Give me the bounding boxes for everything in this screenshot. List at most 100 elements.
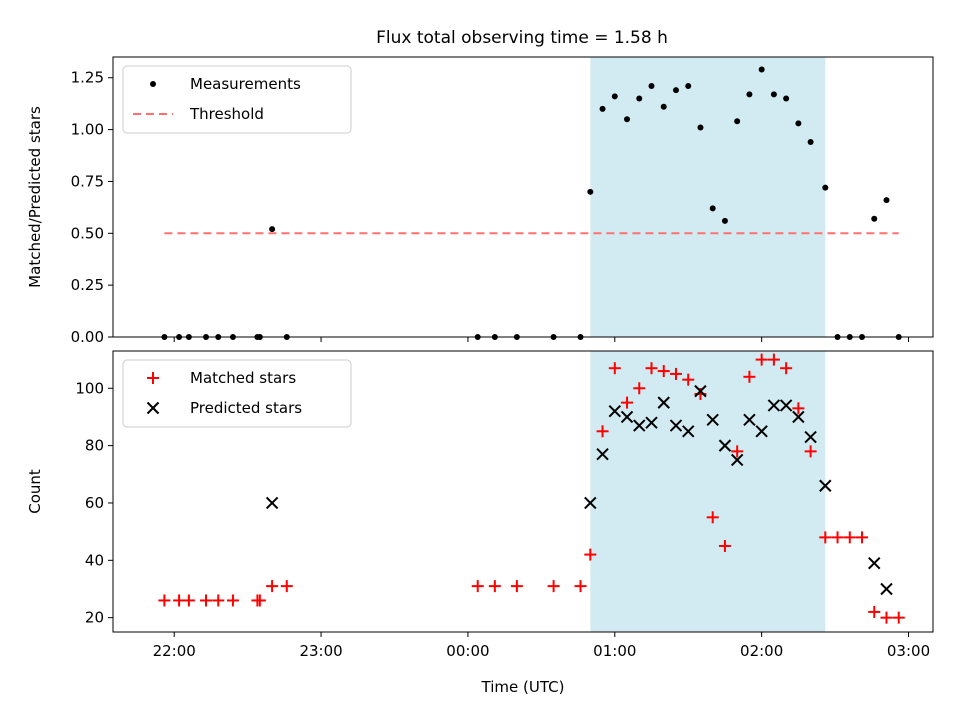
x-tick-label: 22:00 xyxy=(153,642,196,660)
legend-label: Predicted stars xyxy=(190,399,302,417)
matched-star-point xyxy=(792,402,805,415)
matched-star-point xyxy=(856,531,869,544)
top-axes-frame xyxy=(112,56,934,338)
x-tick-label: 23:00 xyxy=(299,642,342,660)
measurement-point xyxy=(587,188,594,195)
x-axis-label: Time (UTC) xyxy=(481,678,565,696)
y-tick-label: 20 xyxy=(85,609,104,627)
matched-star-point xyxy=(584,548,597,561)
y-tick-label: 80 xyxy=(85,437,104,455)
legend-label: Measurements xyxy=(190,75,301,93)
bottom-legend: Matched stars Predicted stars xyxy=(122,359,352,428)
matched-star-point xyxy=(158,594,171,607)
predicted-star-point xyxy=(706,413,719,427)
legend-matched-swatch xyxy=(147,372,159,384)
measurement-point xyxy=(648,83,655,90)
measurement-point xyxy=(746,91,753,98)
matched-star-point xyxy=(669,367,682,380)
matched-star-point xyxy=(182,594,195,607)
matched-star-point xyxy=(621,396,634,409)
predicted-star-point xyxy=(596,448,609,461)
predicted-star-point xyxy=(880,582,893,596)
matched-star-point xyxy=(200,594,213,607)
legend-label: Matched stars xyxy=(190,369,296,387)
x-tick-label: 00:00 xyxy=(446,642,489,660)
top-shaded-window xyxy=(590,57,826,337)
measurement-point xyxy=(709,205,716,212)
matched-star-point xyxy=(596,425,609,438)
matched-star-point xyxy=(657,365,670,378)
measurement-point xyxy=(783,95,790,102)
matched-star-point xyxy=(706,511,719,524)
predicted-star-point xyxy=(730,453,744,467)
matched-star-point xyxy=(743,370,756,383)
top-legend: Measurements Threshold xyxy=(122,65,352,134)
matched-star-point xyxy=(645,362,658,375)
matched-star-point xyxy=(547,580,560,593)
predicted-star-point xyxy=(633,419,646,432)
measurement-point xyxy=(822,184,829,191)
predicted-star-point xyxy=(584,496,597,510)
matched-star-point xyxy=(819,531,832,544)
predicted-star-point xyxy=(657,396,670,409)
predicted-star-point xyxy=(645,416,658,429)
y-tick-label: 100 xyxy=(75,379,104,397)
measurement-point xyxy=(672,87,679,94)
matched-star-point xyxy=(880,611,893,624)
predicted-star-point xyxy=(792,410,805,424)
measurement-point xyxy=(883,197,890,204)
matched-star-point xyxy=(780,362,793,375)
measurement-point xyxy=(721,217,728,224)
predicted-star-point xyxy=(620,410,634,424)
chart-title: Flux total observing time = 1.58 h xyxy=(376,28,668,48)
predicted-star-point xyxy=(682,425,695,438)
matched-star-point xyxy=(718,539,731,552)
predicted-star-point xyxy=(694,384,707,398)
predicted-star-point xyxy=(779,399,793,412)
measurement-point xyxy=(697,124,704,131)
legend-measurement-swatch xyxy=(150,81,156,87)
y-tick-label: 1.00 xyxy=(71,121,104,139)
matched-star-point xyxy=(892,611,905,624)
measurement-point xyxy=(611,93,618,100)
measurement-point xyxy=(795,120,802,127)
matched-star-point xyxy=(266,580,279,593)
measurement-point xyxy=(770,91,777,98)
matched-star-point xyxy=(831,531,844,544)
measurement-point xyxy=(624,116,631,123)
predicted-star-point xyxy=(767,399,781,412)
measurement-point xyxy=(807,139,814,146)
predicted-star-point xyxy=(608,405,621,418)
matched-star-point xyxy=(471,580,484,593)
measurement-point xyxy=(871,215,878,222)
x-tick-label: 03:00 xyxy=(887,642,930,660)
predicted-star-point xyxy=(718,439,732,452)
matched-star-point xyxy=(253,594,266,607)
bottom-y-axis-label: Count xyxy=(26,469,44,514)
matched-star-point xyxy=(843,531,856,544)
matched-star-point xyxy=(767,353,780,366)
y-tick-label: 0.75 xyxy=(71,172,104,190)
y-tick-label: 60 xyxy=(85,494,104,512)
bottom-axes-frame xyxy=(112,350,934,633)
matched-star-point xyxy=(731,445,744,458)
predicted-star-point xyxy=(743,413,756,427)
predicted-star-point xyxy=(819,479,832,492)
matched-star-point xyxy=(633,382,646,395)
matched-star-point xyxy=(488,580,501,593)
matched-star-point xyxy=(212,594,225,607)
matched-star-point xyxy=(280,580,293,593)
predicted-star-point xyxy=(265,496,279,510)
matched-star-point xyxy=(510,580,523,593)
matched-star-point xyxy=(574,580,587,593)
matched-star-point xyxy=(868,605,881,618)
legend-label: Threshold xyxy=(189,105,264,123)
bottom-shaded-window xyxy=(590,351,826,632)
measurement-point xyxy=(636,95,643,102)
y-tick-label: 1.25 xyxy=(71,69,104,87)
matched-star-point xyxy=(804,445,817,458)
legend-box xyxy=(122,359,352,428)
matched-star-point xyxy=(755,353,768,366)
measurement-point xyxy=(660,103,667,110)
